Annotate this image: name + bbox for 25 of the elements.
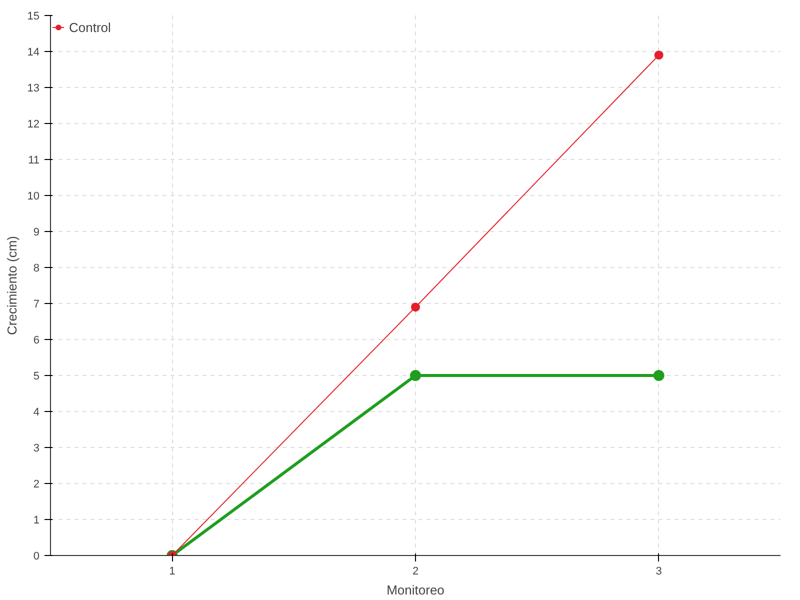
point — [410, 370, 421, 381]
point — [653, 370, 664, 381]
y-tick-label: 3 — [33, 442, 40, 454]
y-tick-label: 8 — [33, 262, 40, 274]
y-tick-label: 15 — [27, 10, 40, 22]
y-axis-title: Crecimiento (cm) — [4, 236, 20, 335]
y-tick-label: 0 — [33, 550, 40, 562]
legend-label: Control — [69, 20, 111, 34]
y-tick-label: 13 — [27, 82, 40, 94]
y-tick-label: 5 — [33, 370, 40, 382]
y-tick-label: 9 — [33, 226, 40, 238]
y-tick-label: 14 — [27, 46, 40, 58]
x-axis-title: Monitoreo — [386, 582, 444, 598]
point — [411, 302, 420, 312]
y-tick-label: 4 — [33, 406, 40, 418]
y-tick-label: 7 — [33, 298, 40, 310]
y-tick-label: 2 — [33, 478, 40, 490]
x-tick-label: 1 — [169, 566, 176, 578]
x-tick-label: 3 — [656, 566, 662, 578]
y-tick-label: 11 — [28, 154, 40, 166]
y-tick-label: 1 — [33, 514, 40, 526]
y-tick-label: 10 — [27, 190, 40, 202]
y-tick-label: 12 — [27, 118, 40, 130]
x-tick-label: 2 — [412, 566, 419, 578]
y-tick-label: 6 — [33, 334, 40, 346]
